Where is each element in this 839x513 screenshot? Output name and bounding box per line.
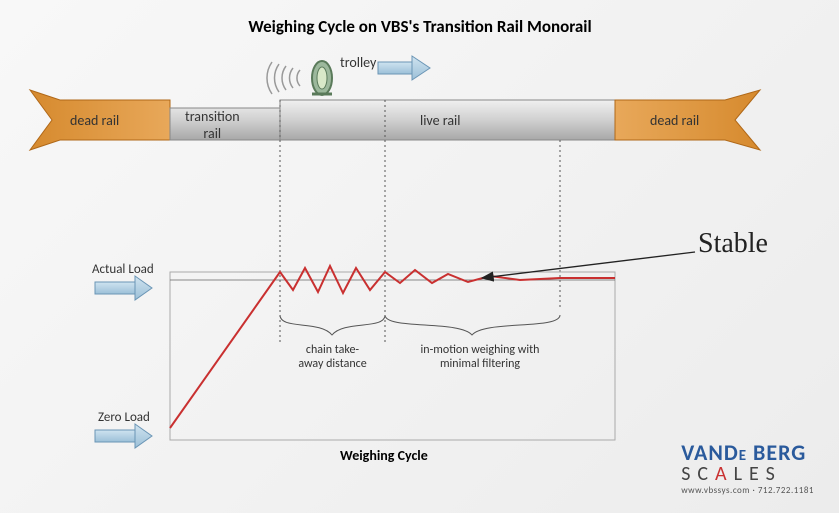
direction-arrow-icon [378,56,430,80]
company-logo: VANDE BERG SCALES www.vbssys.com · 712.7… [681,442,814,495]
logo-contact: www.vbssys.com · 712.722.1181 [681,486,814,495]
stable-arrow [482,252,695,278]
live-rail-label: live rail [420,112,460,129]
stable-label: Stable [698,228,768,260]
dead-rail-right-label: dead rail [650,112,699,129]
brace-1 [280,315,385,335]
brace-1-label: chain take- away distance [290,343,375,372]
actual-load-label: Actual Load [92,262,154,277]
signal-icon [267,62,300,94]
zero-load-label: Zero Load [98,410,150,425]
brace-2 [385,315,560,335]
transition-rail-label: transition rail [185,108,240,142]
logo-line2: SCALES [681,464,814,484]
chart-title: Weighing Cycle [340,447,428,464]
dead-rail-left-label: dead rail [70,112,119,129]
trolley-label: trolley [340,54,376,71]
brace-2-label: in-motion weighing with minimal filterin… [400,343,560,372]
logo-line1: VANDE BERG [681,442,814,464]
actual-load-arrow-icon [95,276,152,300]
zero-load-arrow-icon [95,424,152,448]
